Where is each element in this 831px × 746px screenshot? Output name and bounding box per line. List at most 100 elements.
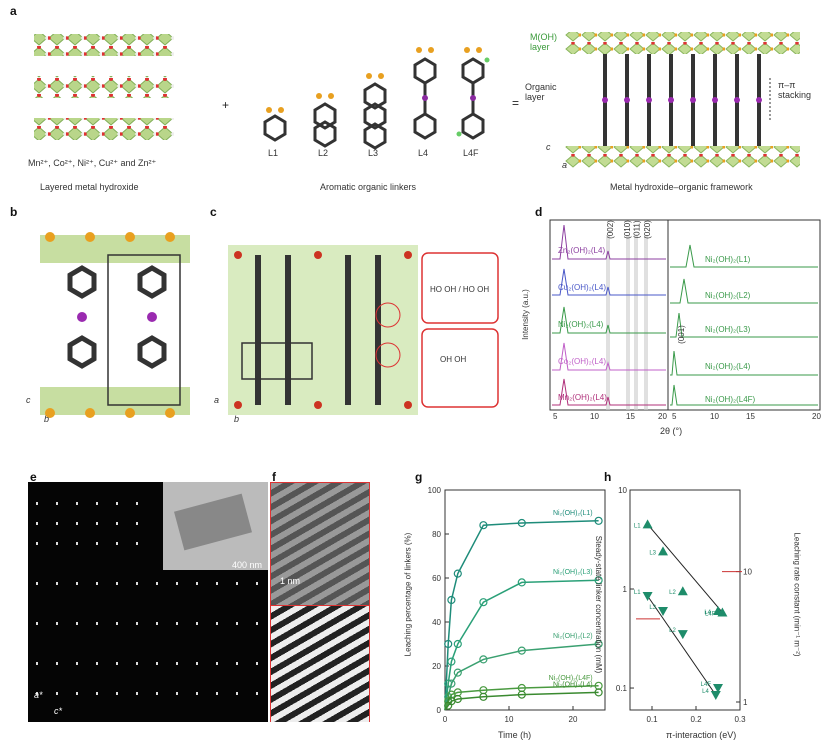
framework-illustration: [565, 32, 800, 168]
pi-xtick-label: 0.2: [690, 715, 702, 724]
xrd-xlabel: 2θ (°): [660, 426, 683, 436]
leaching-data-point: [453, 694, 462, 704]
leaching-ytick-label: 60: [432, 574, 441, 583]
leaching-plot-frame: [444, 489, 606, 711]
leaching-ytick-label: 80: [432, 530, 441, 539]
xrd-xtick-r10: 10: [710, 412, 719, 421]
linker-label-l1: L1: [268, 148, 279, 158]
xrd-mn: [552, 378, 666, 406]
panel-b-axis-b: b: [44, 414, 50, 424]
leaching-series-label: Ni₂(OH)₂(L2): [553, 633, 593, 640]
pi-xtick-label: 0.1: [646, 715, 658, 724]
leaching-data-point: [517, 518, 526, 528]
linker-label-l4: L4: [418, 148, 429, 158]
pi-fit-line: [647, 595, 717, 696]
pi-ytick-label: 10: [618, 486, 627, 495]
leaching-xtick-label: 10: [505, 715, 514, 724]
xrd-label-ni: Ni₂(OH)₂(L4): [558, 320, 604, 329]
xrd-label-ni-l4f: Ni₂(OH)₂(L4F): [705, 395, 756, 404]
pi-point-label: L1: [634, 523, 641, 529]
panel-b-structure: [40, 232, 190, 418]
leaching-data-point: [447, 657, 456, 666]
pi-y2tick-label: 10: [743, 568, 752, 577]
panel-b-axis-c: c: [26, 395, 31, 405]
panel-f-image: [270, 482, 370, 722]
panel-d-label: d: [535, 205, 543, 219]
xrd-co: [552, 342, 666, 371]
rate-constant-ylabel: Leaching rate constant (min⁻¹ m⁻²): [792, 532, 802, 657]
xrd-xtick-l15: 15: [626, 412, 635, 421]
pi-data-marker: [677, 586, 688, 596]
steady-state-ylabel: Steady-state linker concentration (mM): [594, 535, 604, 674]
leaching-data-point: [479, 692, 488, 701]
xrd-xtick-r15: 15: [746, 412, 755, 421]
leaching-data-point: [594, 576, 603, 585]
pi-ytick-label: 0.1: [616, 684, 628, 693]
leaching-data-point: [594, 639, 603, 649]
linker-label-l2: L2: [318, 148, 329, 158]
leaching-series-line: [444, 520, 599, 711]
organic-layer-label: Organic layer: [525, 82, 557, 102]
xrd-ni-l4: [670, 350, 818, 376]
linkers-illustration: [263, 47, 490, 150]
xrd-label-ni-l3: Ni₂(OH)₂(L3): [705, 325, 751, 334]
linker-label-l4f: L4F: [463, 148, 479, 158]
xrd-ni-l3: [670, 312, 818, 338]
panel-c-axis-a: a: [214, 395, 220, 405]
pi-data-marker: [658, 606, 668, 616]
panel-c-inset-top: HO OH / HO OH: [430, 285, 490, 294]
leaching-data-point: [517, 690, 526, 699]
leaching-ytick-label: 40: [432, 618, 441, 627]
leaching-data-point: [453, 569, 462, 578]
panel-a-label: a: [10, 4, 17, 18]
leaching-data-point: [479, 655, 488, 664]
xrd-label-zn: Zn₂(OH)₂(L4): [558, 246, 606, 255]
leaching-xlabel: Time (h): [498, 730, 532, 740]
leaching-data-point: [453, 639, 462, 649]
pi-data-marker: [710, 691, 721, 701]
xrd-zn: [552, 224, 666, 260]
xrd-cu: [552, 268, 666, 296]
leaching-series-label: Ni₂(OH)₂(L4): [553, 681, 593, 688]
leaching-series-line: [444, 691, 599, 711]
leaching-series-label: Ni₂(OH)₂(L4F): [549, 675, 593, 682]
panel-e-axis-c: c*: [54, 706, 63, 716]
panel-e-scalebar: 400 nm: [232, 560, 263, 570]
panel-g-label: g: [415, 470, 423, 484]
xrd-hkl-002: (002): [605, 220, 615, 239]
xrd-ni-l1: [670, 244, 818, 268]
xrd-label-cu: Cu₂(OH)₂(L4): [558, 283, 606, 292]
panel-a-axis-c: c: [546, 142, 551, 152]
leaching-data-point: [479, 598, 488, 607]
linker-label-l3: L3: [368, 148, 379, 158]
xrd-label-mn: Mn₂(OH)₂(L4): [558, 393, 607, 402]
equals-sign: =: [512, 96, 520, 110]
leaching-ylabel: Leaching percentage of linkers (%): [403, 532, 413, 657]
pi-interaction-xlabel: π-interaction (eV): [666, 730, 737, 740]
panel-f-scalebar: 1 nm: [280, 576, 301, 586]
layered-hydroxide-caption: Layered metal hydroxide: [40, 182, 139, 192]
xrd-xtick-l20: 20: [658, 412, 667, 421]
leaching-data-point: [517, 646, 526, 655]
xrd-label-ni-l2: Ni₂(OH)₂(L2): [705, 291, 751, 300]
pi-data-marker: [658, 546, 668, 556]
panel-e-axis-a: a*: [34, 690, 43, 700]
pi-point-label: L3: [649, 550, 656, 556]
leaching-series-label: Ni₂(OH)₂(L3): [553, 569, 593, 576]
panel-a-axis-a: a: [562, 160, 568, 170]
xrd-xtick-l5: 5: [553, 412, 558, 421]
pi-data-marker: [717, 607, 728, 617]
pi-point-label: L2: [669, 590, 676, 596]
panel-c-axis-b: b: [234, 414, 240, 424]
panel-d-xrd-chart: [549, 219, 821, 411]
leaching-ytick-label: 20: [432, 662, 441, 671]
xrd-label-co: Co₂(OH)₂(L4): [558, 357, 606, 366]
leaching-xtick-label: 20: [569, 715, 578, 724]
xrd-ni-l4f: [670, 384, 818, 406]
leaching-data-point: [517, 578, 526, 587]
pi-point-label: L3: [649, 605, 656, 611]
xrd-xtick-r5: 5: [672, 412, 677, 421]
pi-point-label: L1: [634, 590, 641, 596]
xrd-xtick-l10: 10: [590, 412, 599, 421]
leaching-series-label: Ni₂(OH)₂(L1): [553, 510, 593, 517]
